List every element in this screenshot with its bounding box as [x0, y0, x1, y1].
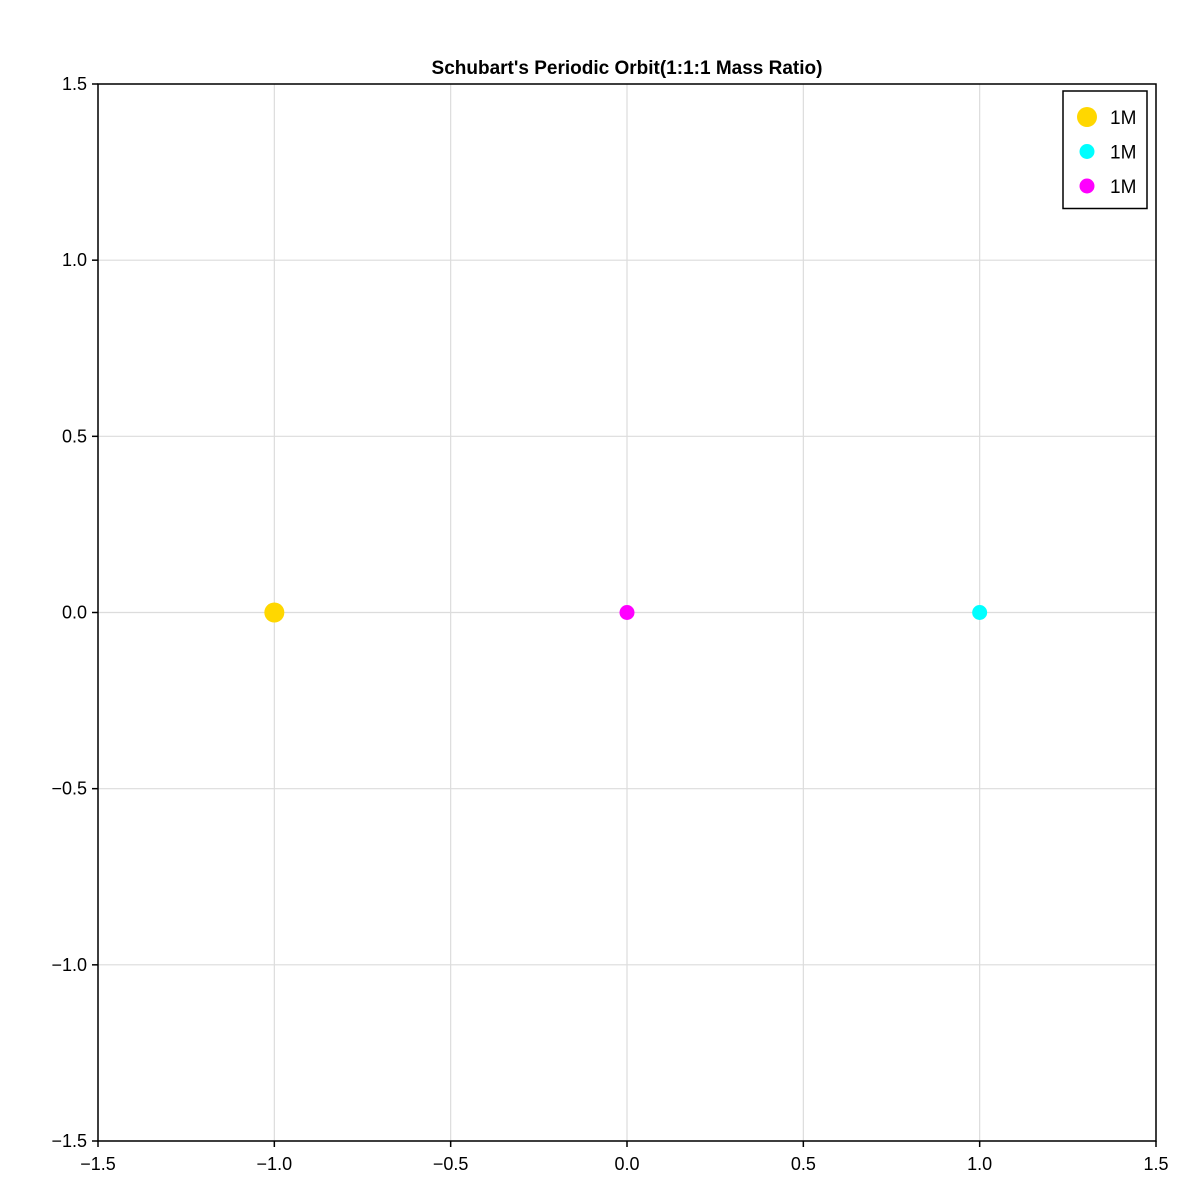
legend-label: 1M — [1110, 177, 1136, 198]
y-tick-label: 1.5 — [62, 74, 87, 94]
x-tick-label: −1.5 — [80, 1154, 116, 1174]
legend: 1M 1M 1M — [1062, 90, 1148, 210]
data-point-series-1 — [264, 602, 285, 623]
legend-label: 1M — [1110, 108, 1136, 129]
y-tick-label: −0.5 — [51, 779, 87, 799]
legend-marker — [1079, 144, 1095, 159]
x-tick-label: −1.0 — [257, 1154, 293, 1174]
chart-title: Schubart's Periodic Orbit(1:1:1 Mass Rat… — [432, 58, 823, 79]
y-tick-label: −1.5 — [51, 1131, 87, 1151]
x-tick-label: 0.5 — [791, 1154, 816, 1174]
data-points — [264, 602, 988, 623]
data-point-series-3 — [619, 605, 635, 620]
x-tick-label: 1.0 — [967, 1154, 992, 1174]
y-tick-label: −1.0 — [51, 955, 87, 975]
data-point-series-2 — [972, 605, 988, 620]
legend-label: 1M — [1110, 143, 1136, 164]
legend-marker — [1079, 178, 1095, 194]
legend-marker — [1077, 107, 1097, 127]
y-tick-label: 0.0 — [62, 603, 87, 623]
x-tick-label: 1.5 — [1143, 1154, 1168, 1174]
axis-ticks: −1.5 −1.0 −0.5 0.0 0.5 1.0 1.5 −1.5 −1.0 −0.5 0.0 0… — [51, 74, 1168, 1174]
y-tick-label: 0.5 — [62, 426, 87, 446]
legend-box — [1062, 90, 1148, 210]
y-tick-label: 1.0 — [62, 250, 87, 270]
x-tick-label: −0.5 — [433, 1154, 469, 1174]
x-tick-label: 0.0 — [614, 1154, 639, 1174]
